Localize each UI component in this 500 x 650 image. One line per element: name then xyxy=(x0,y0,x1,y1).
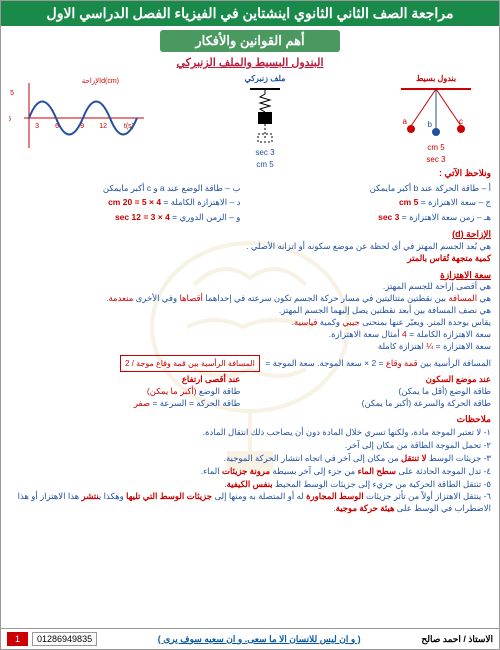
page-header: مراجعة الصف الثاني الثانوي اينشتاين في ا… xyxy=(1,1,499,26)
def-izaha-text: هي بُعد الجسم المهتز في أي لحظة عن موضع … xyxy=(9,241,491,253)
author-name: الاستاذ / احمد صالح xyxy=(421,634,493,645)
note-4: ٤- تدل الموجة الحادثة على سطح الماء من ج… xyxy=(9,466,491,478)
svg-text:3: 3 xyxy=(35,123,39,130)
note-1: ١- لا تعتبر الموجة مادة، ولكنها تسري خلا… xyxy=(9,427,491,439)
pendulum-svg: a b c xyxy=(391,84,481,139)
svg-text:9: 9 xyxy=(80,123,84,130)
svg-text:5: 5 xyxy=(9,116,11,123)
svg-text:b: b xyxy=(428,120,433,129)
wave-diagram: d(cm)الإزاحة t(s) 5 cm 5 3 6 9 12 xyxy=(9,73,149,161)
footer: الاستاذ / احمد صالح ( و ان ليس للانسان ا… xyxy=(1,628,499,649)
note-3: ٣- جزيئات الوسط لا تنتقل من مكان إلى آخر… xyxy=(9,453,491,465)
svg-text:d(cm)الإزاحة: d(cm)الإزاحة xyxy=(82,77,119,85)
phone-number: 01286949835 xyxy=(32,632,97,646)
notes-row-3: هـ – زمن سعة الاهتزازة = 3 sec و – الزمن… xyxy=(9,212,491,224)
def-izaha-title: الإزاحة (d) xyxy=(9,228,491,241)
pendulum-diagram: بندول بسيط a b c 5 cm3 sec xyxy=(381,73,491,165)
mulahzat-title: ملاحظات xyxy=(9,413,491,426)
wave-svg: d(cm)الإزاحة t(s) 5 cm 5 3 6 9 12 xyxy=(9,73,149,158)
notes-row-1: أ – طاقة الحركة عند b أكبر مايمكن ب – طا… xyxy=(9,183,491,195)
sub-header: أهم القوانين والأفكار xyxy=(160,30,340,52)
spring-label: ملف زنبركي xyxy=(220,73,310,84)
page-number: 1 xyxy=(7,632,28,646)
spring-diagram: ملف زنبركي 3 sec5 cm xyxy=(220,73,310,170)
svg-text:6: 6 xyxy=(55,123,59,130)
pendulum-label: بندول بسيط xyxy=(381,73,491,84)
note-6: ٦- ينتقل الاهتزاز أولاً من تأثر جزيئات ا… xyxy=(9,491,491,515)
svg-text:5 cm: 5 cm xyxy=(9,90,14,97)
svg-text:a: a xyxy=(403,117,408,126)
svg-text:12: 12 xyxy=(99,123,107,130)
footer-quote: ( و ان ليس للانسان الا ما سعى. و ان سعيه… xyxy=(97,634,421,645)
svg-text:c: c xyxy=(459,117,463,126)
positions: عند موضع السكون طاقة الوضع (أقل ما يمكن)… xyxy=(9,374,491,410)
wave-formula: المسافة الرأسية بين قمة وقاع = 2 × سعة ا… xyxy=(9,355,491,372)
def-saa-title: سعة الاهتزازة xyxy=(9,269,491,282)
diagrams-row: بندول بسيط a b c 5 cm3 sec ملف زنبركي xyxy=(9,73,491,163)
note-5: ٥- تنتقل الطاقة الحركية من جزيء إلى جزيئ… xyxy=(9,479,491,491)
spring-svg xyxy=(240,84,290,144)
notes-row-2: ج – سعة الاهتزازة = ج – سعة الاهتزازة = … xyxy=(9,197,491,209)
section-title: البندول البسيط والملف الزنبركي xyxy=(1,56,499,69)
note-2: ٢- تحمل الموجة الطاقة من مكان إلى آخر. xyxy=(9,440,491,452)
